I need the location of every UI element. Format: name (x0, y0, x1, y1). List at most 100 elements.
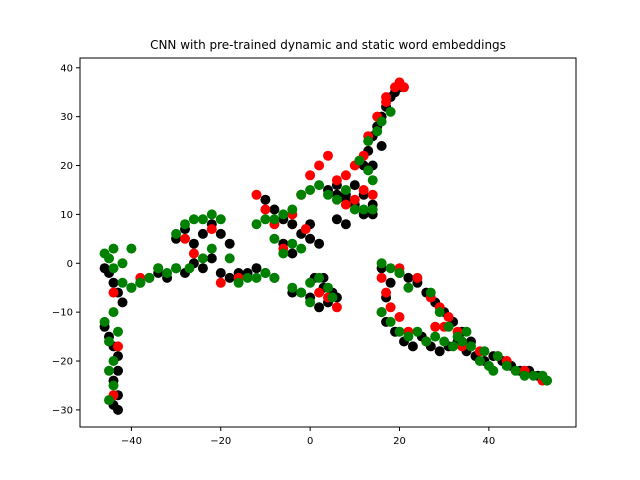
data-point (99, 316, 110, 327)
data-point (452, 331, 463, 342)
data-point (314, 272, 325, 283)
data-point (331, 175, 342, 186)
data-point (403, 331, 414, 342)
data-point (296, 189, 307, 200)
points-layer (99, 77, 552, 415)
data-point (461, 326, 472, 337)
x-tick-label: −20 (210, 436, 231, 447)
data-point (188, 248, 199, 259)
data-point (269, 204, 280, 215)
data-point (425, 287, 436, 298)
data-point (394, 312, 405, 322)
data-point (331, 194, 342, 205)
data-point (381, 92, 392, 103)
data-point (269, 272, 280, 283)
data-point (144, 272, 155, 283)
data-point (399, 82, 409, 93)
data-point (162, 268, 173, 278)
data-point (439, 336, 450, 347)
data-point (501, 360, 512, 371)
data-point (323, 189, 333, 200)
data-point (251, 219, 262, 230)
data-point (314, 180, 325, 191)
data-point (287, 238, 298, 249)
data-point (233, 277, 244, 288)
data-point (363, 136, 374, 147)
data-point (474, 356, 485, 366)
data-point (108, 380, 119, 391)
data-point (224, 238, 235, 249)
data-point (443, 312, 454, 322)
data-point (113, 365, 123, 376)
data-point (430, 321, 441, 332)
ticks-layer: −40 −20 0 20 40 −30 −20 −10 0 10 20 30 40 (52, 63, 495, 447)
data-point (385, 263, 396, 274)
data-point (113, 326, 123, 337)
data-point (434, 307, 445, 318)
data-point (117, 277, 128, 288)
plot-frame (79, 57, 577, 428)
x-tick-label: −40 (121, 436, 142, 447)
data-point (108, 243, 119, 254)
data-point (407, 341, 418, 352)
data-point (488, 365, 499, 376)
data-point (323, 150, 333, 161)
data-point (394, 268, 405, 278)
chart-title: CNN with pre-trained dynamic and static … (150, 38, 506, 52)
data-point (287, 219, 298, 230)
data-point (340, 219, 351, 230)
data-point (542, 375, 552, 386)
data-point (224, 253, 235, 264)
data-point (251, 272, 262, 283)
data-point (296, 243, 307, 254)
data-point (340, 199, 351, 210)
data-point (430, 331, 441, 342)
data-point (331, 302, 342, 313)
data-point (296, 287, 307, 298)
data-point (242, 272, 253, 283)
data-point (376, 141, 387, 151)
data-point (197, 253, 208, 264)
data-point (108, 287, 119, 298)
data-point (314, 302, 325, 313)
data-point (305, 185, 316, 195)
data-point (443, 321, 454, 332)
data-point (260, 268, 271, 278)
data-point (376, 272, 387, 283)
data-point (104, 253, 114, 264)
data-point (260, 194, 271, 205)
data-point (367, 175, 378, 186)
y-tick-label: −30 (52, 405, 73, 416)
data-point (528, 370, 539, 381)
x-tick-label: 40 (482, 436, 495, 447)
data-point (354, 155, 365, 166)
data-point (479, 346, 490, 357)
data-point (126, 243, 137, 254)
data-point (108, 263, 119, 274)
data-point (117, 258, 128, 269)
data-point (434, 346, 445, 357)
data-point (287, 248, 298, 259)
data-point (305, 233, 316, 244)
data-point (206, 209, 217, 220)
data-point (385, 277, 396, 288)
data-point (104, 395, 114, 406)
data-point (278, 209, 289, 220)
x-tick-label: 20 (393, 436, 406, 447)
data-point (340, 185, 351, 195)
data-point (126, 282, 137, 293)
data-point (104, 365, 114, 376)
data-point (327, 292, 338, 303)
y-tick-label: 20 (60, 161, 73, 172)
data-point (113, 341, 123, 352)
y-tick-label: 0 (67, 259, 73, 270)
x-tick-label: 0 (307, 436, 313, 447)
data-point (206, 243, 217, 254)
data-point (448, 341, 459, 352)
data-point (385, 302, 396, 313)
data-point (358, 204, 369, 215)
data-point (372, 126, 383, 137)
data-point (323, 282, 333, 293)
data-point (381, 287, 392, 298)
